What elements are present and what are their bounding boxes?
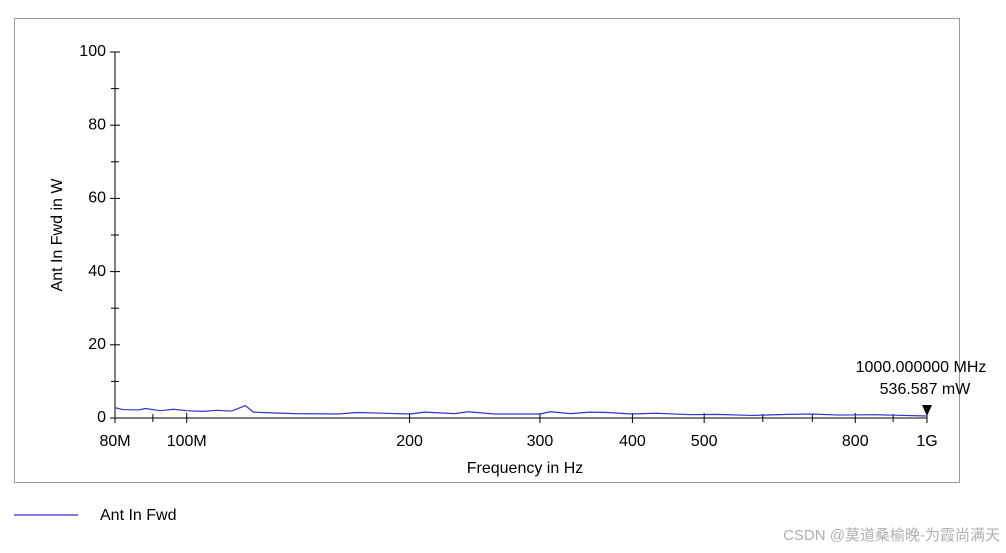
marker — [922, 405, 932, 417]
y-tick-label: 80 — [88, 116, 106, 133]
watermark: CSDN @莫道桑榆晚-为霞尚满天 — [783, 527, 1000, 544]
y-tick-label: 20 — [88, 336, 106, 353]
series-line — [114, 404, 928, 417]
y-axis-label: Ant In Fwd in W — [49, 178, 66, 292]
x-tick-label: 300 — [527, 433, 554, 450]
x-tick-label: 1G — [916, 433, 937, 450]
x-tick-label: 400 — [619, 433, 646, 450]
y-tick-label: 100 — [79, 43, 106, 60]
x-tick-label: 800 — [842, 433, 869, 450]
marker-y-label: 536.587 mW — [880, 381, 972, 398]
chart-frame — [14, 18, 960, 483]
x-tick-label: 500 — [691, 433, 718, 450]
x-tick-label: 80M — [99, 433, 130, 450]
x-tick-label: 100M — [167, 433, 207, 450]
y-tick-label: 0 — [97, 409, 106, 426]
x-axis-label: Frequency in Hz — [467, 460, 584, 477]
legend-label: Ant In Fwd — [100, 507, 176, 524]
y-tick-label: 40 — [88, 263, 106, 280]
y-tick-label: 60 — [88, 190, 106, 207]
marker-x-label: 1000.000000 MHz — [856, 359, 987, 376]
x-tick-label: 200 — [396, 433, 423, 450]
